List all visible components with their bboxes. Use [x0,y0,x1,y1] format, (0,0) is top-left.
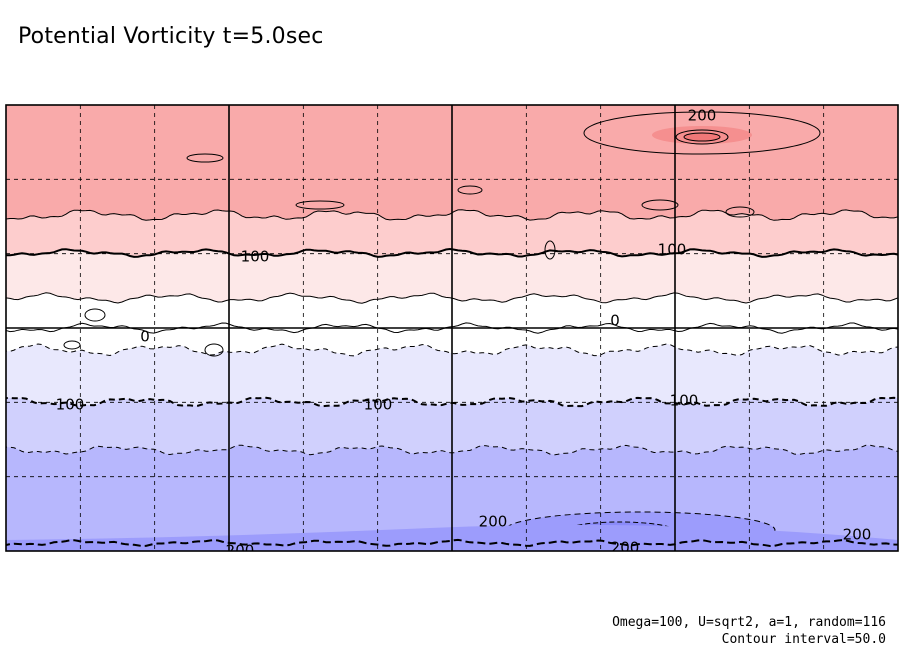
contour-label: 0 [140,328,150,346]
contour-labels: 200 100 100 0 0 100 100 100 200 200 200 200 [56,107,872,560]
eddy-7 [295,200,345,210]
plot-frame [5,104,899,552]
contour-label: 200 [611,539,640,557]
contour-label: 100 [364,396,393,414]
eddy-5 [186,153,224,163]
pos-anomaly-core [683,132,721,142]
pos-anomaly-ring [675,129,729,145]
eddy-1 [204,343,224,357]
contour-label: 200 [226,542,255,560]
eddy-0 [84,308,106,322]
chart-title: Potential Vorticity t=5.0sec [18,24,324,49]
grid [6,105,898,551]
eddy-3 [457,185,483,195]
contour-interval-line: Contour interval=50.0 [721,632,886,647]
contour-label: 200 [479,513,508,531]
contour-label: 100 [241,248,270,266]
eddy-6 [544,240,556,260]
contour-label: 0 [610,312,620,330]
contour-label: 100 [670,392,699,410]
contour-label: 100 [56,396,85,414]
contour-label: 200 [843,526,872,544]
contour-neg200 [6,538,898,548]
run-parameters: Omega=100, U=sqrt2, a=1, random=116 Cont… [612,614,886,648]
eddy-8 [641,199,679,211]
params-line: Omega=100, U=sqrt2, a=1, random=116 [612,615,886,630]
contour-label: 100 [658,241,687,259]
eddy-4 [725,206,755,218]
contour-label: 200 [688,107,717,125]
contour-neg50 [6,343,898,357]
